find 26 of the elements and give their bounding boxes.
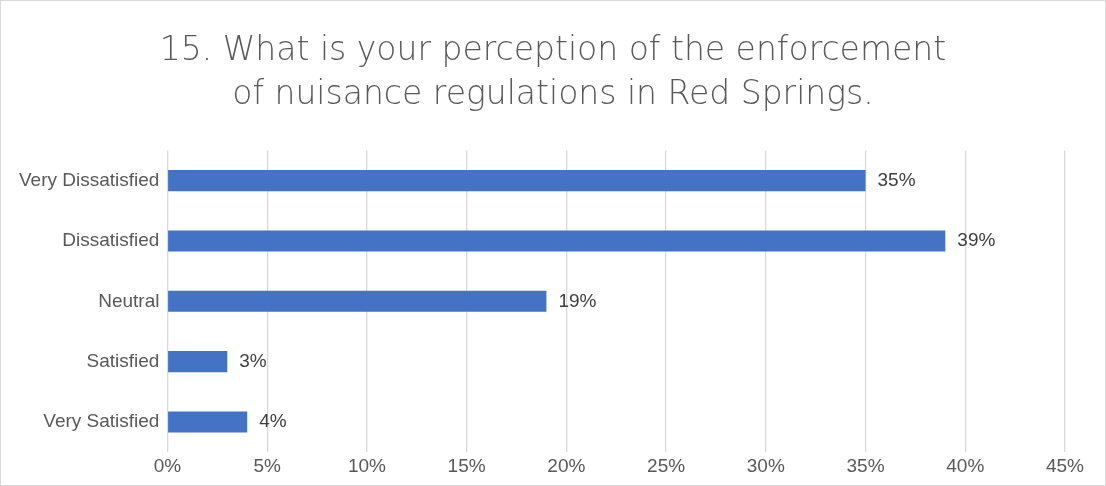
x-tick-label: 40%: [946, 454, 985, 476]
y-tick-label: Neutral: [98, 289, 160, 311]
data-label: 35%: [877, 168, 916, 190]
bar: [168, 411, 248, 433]
y-tick-label: Very Satisfied: [43, 410, 160, 432]
x-tick-label: 20%: [547, 454, 586, 476]
y-tick-label: Dissatisfied: [62, 229, 160, 251]
chart-title: 15. What is your perception of the enforcement of nuisance regulations in Red Springs.: [158, 28, 948, 114]
x-tick-label: 5%: [253, 454, 281, 476]
x-tick-label: 10%: [347, 454, 387, 476]
x-tick-label: 35%: [846, 454, 885, 476]
x-tick-label: 45%: [1045, 454, 1085, 476]
x-tick-label: 0%: [153, 454, 182, 476]
data-label: 4%: [259, 410, 287, 432]
data-label: 19%: [558, 289, 597, 311]
x-tick-label: 30%: [746, 454, 785, 476]
bar: [168, 351, 228, 373]
y-tick-label: Satisfied: [86, 349, 160, 371]
data-label: 39%: [957, 229, 996, 251]
bar: [168, 170, 866, 192]
y-tick-label: Very Dissatisfied: [18, 168, 160, 190]
bar: [168, 230, 946, 252]
data-label: 3%: [239, 349, 267, 371]
x-tick-label: 15%: [447, 454, 486, 476]
x-tick-label: 25%: [647, 454, 686, 476]
bar: [168, 290, 547, 312]
